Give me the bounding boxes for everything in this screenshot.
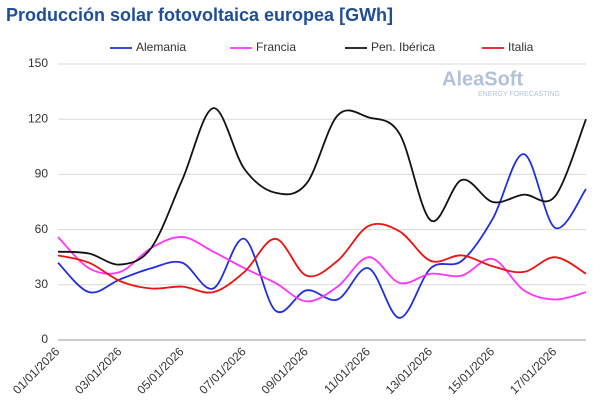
y-tick-label: 0 [41,332,48,346]
x-tick-label: 09/01/2026 [258,344,311,397]
legend-label: Pen. Ibérica [371,40,435,54]
legend-label: Italia [508,40,534,54]
series-line [57,222,587,294]
x-tick-label: 11/01/2026 [321,344,373,396]
y-tick-label: 90 [35,167,49,181]
x-tick-label: 03/01/2026 [72,344,125,397]
x-tick-label: 07/01/2026 [196,344,249,397]
legend-label: Alemania [136,40,186,54]
series-line [57,236,587,303]
x-tick-label: 01/01/2026 [10,344,63,397]
y-tick-label: 120 [28,111,48,125]
series-line [57,153,587,319]
legend-label: Francia [256,40,296,54]
x-tick-label: 05/01/2026 [134,344,187,397]
y-tick-label: 60 [35,222,49,236]
x-tick-label: 15/01/2026 [445,344,498,397]
x-tick-label: 17/01/2026 [507,344,560,397]
y-tick-label: 150 [28,56,48,70]
x-tick-label: 13/01/2026 [383,344,436,397]
y-tick-label: 30 [35,277,49,291]
watermark-tagline: ENERGY FORECASTING [478,91,560,98]
watermark: AleaSoft [442,68,523,90]
chart-title: Producción solar fotovoltaica europea [G… [6,5,393,25]
series-line [57,107,587,266]
